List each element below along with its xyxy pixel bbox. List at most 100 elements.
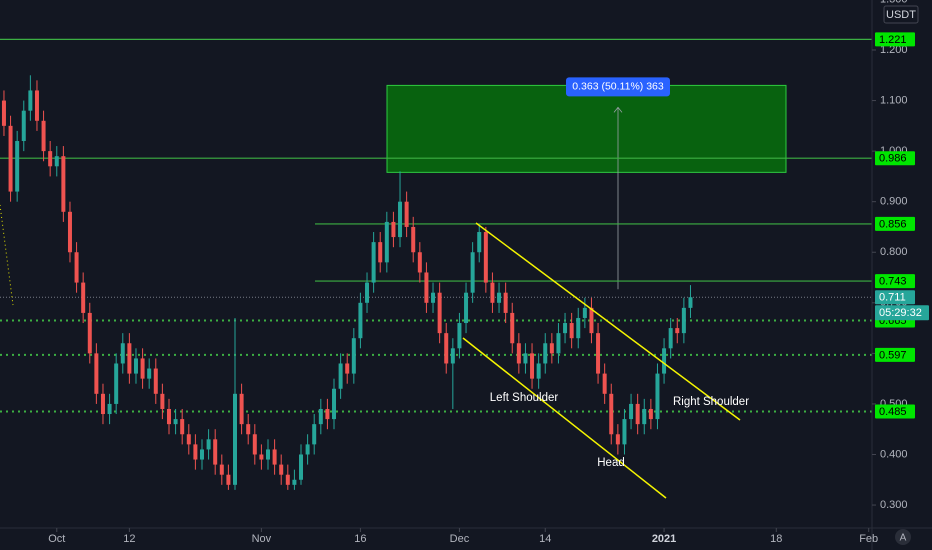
candle-body xyxy=(351,338,356,374)
candle-body xyxy=(510,312,515,344)
candle-body xyxy=(219,464,224,475)
candle-body xyxy=(582,307,587,318)
auto-label[interactable]: A xyxy=(900,533,907,544)
candle-body xyxy=(371,242,376,283)
candle-body xyxy=(199,449,204,460)
candle-body xyxy=(226,474,231,485)
last-price-bg xyxy=(875,290,915,305)
x-tick-label: 18 xyxy=(770,533,782,545)
y-tick-label: 0.400 xyxy=(880,448,908,460)
x-tick-label: 2021 xyxy=(652,533,676,545)
candle-body xyxy=(602,373,607,394)
x-tick-label: Dec xyxy=(450,533,470,545)
level-label-bg xyxy=(875,347,915,362)
candle-body xyxy=(483,232,488,283)
candle-body xyxy=(536,363,541,379)
level-label: 0.986 xyxy=(879,153,907,165)
candle-body xyxy=(629,403,634,420)
candle-body xyxy=(81,282,86,313)
candle-body xyxy=(563,323,568,334)
x-tick-label: 14 xyxy=(539,533,551,545)
candle-body xyxy=(615,434,620,445)
candle-body xyxy=(100,393,105,415)
countdown-bg xyxy=(875,305,929,321)
candle-body xyxy=(338,363,343,389)
candle-body xyxy=(648,408,653,420)
candle-body xyxy=(147,368,152,379)
candle-body xyxy=(266,449,271,460)
channel-lower xyxy=(462,337,667,499)
candle-body xyxy=(239,393,244,425)
candle-body xyxy=(668,328,673,349)
candle-body xyxy=(67,211,72,253)
candle-body xyxy=(457,323,462,349)
candle-body xyxy=(662,348,667,374)
candle-body xyxy=(358,302,363,339)
candle-body xyxy=(437,292,442,334)
plot-area: 0.363 (50.11%) 363 xyxy=(0,38,872,490)
candle-body xyxy=(470,252,475,293)
candle-body xyxy=(378,242,383,263)
candle-body xyxy=(642,408,647,425)
candle-body xyxy=(681,307,686,334)
candle-body xyxy=(140,358,145,379)
candle-body xyxy=(444,333,449,364)
candle-body xyxy=(54,156,59,167)
y-tick-label: 1.100 xyxy=(880,94,908,106)
candle-body xyxy=(596,333,601,374)
candle-body xyxy=(213,439,218,465)
candle-body xyxy=(94,353,99,394)
level-label: 1.221 xyxy=(879,34,907,46)
candle-body xyxy=(477,232,482,253)
price-labels: USDT A 1.2210.9860.8560.7430.6650.5970.4… xyxy=(875,5,929,545)
candle-body xyxy=(417,252,422,273)
candle-body xyxy=(675,328,680,334)
candle-body xyxy=(48,151,53,167)
countdown: 05:29:32 xyxy=(879,307,922,319)
candle-body xyxy=(186,434,191,445)
candle-body xyxy=(345,363,350,374)
candle-body xyxy=(655,373,660,420)
measure-label: 0.363 (50.11%) 363 xyxy=(572,81,664,93)
candle-body xyxy=(34,90,39,121)
measure-label-bg xyxy=(566,77,670,97)
candle-body xyxy=(318,408,323,425)
candle-body xyxy=(1,100,6,126)
candle-body xyxy=(259,454,264,460)
candle-body xyxy=(635,403,640,425)
candle-body xyxy=(127,343,132,374)
candle-body xyxy=(285,474,290,485)
y-tick-label: 0.800 xyxy=(880,246,908,258)
candle-body xyxy=(272,449,277,465)
level-label-bg xyxy=(875,216,915,231)
candle-body xyxy=(153,368,158,394)
candle-body xyxy=(312,424,317,445)
candle-body xyxy=(232,393,237,485)
candle-body xyxy=(424,272,429,303)
candle-body xyxy=(107,403,112,415)
candle-body xyxy=(114,363,119,404)
annotation: Left Shoulder xyxy=(490,392,559,404)
candle-body xyxy=(21,110,26,142)
last-price-label: 0.711 xyxy=(879,292,906,304)
candle-body xyxy=(166,408,171,425)
candle-body xyxy=(556,333,561,354)
candle-body xyxy=(569,323,574,339)
candle-body xyxy=(8,125,13,192)
candle-body xyxy=(87,312,92,354)
level-label-bg xyxy=(875,274,915,289)
candle-body xyxy=(292,479,297,485)
candle-body xyxy=(543,343,548,364)
target-zone xyxy=(386,84,787,173)
auto-button[interactable] xyxy=(895,529,911,545)
candle-body xyxy=(74,252,79,283)
candle-body xyxy=(28,90,33,111)
arrow-head xyxy=(613,106,623,113)
candle-body xyxy=(576,317,581,339)
x-tick-label: 12 xyxy=(123,533,135,545)
candle-body xyxy=(120,343,125,364)
dotted-trend xyxy=(0,204,14,306)
level-label-bg xyxy=(875,32,915,47)
candle-body xyxy=(497,292,502,303)
x-tick-label: Feb xyxy=(859,533,878,545)
